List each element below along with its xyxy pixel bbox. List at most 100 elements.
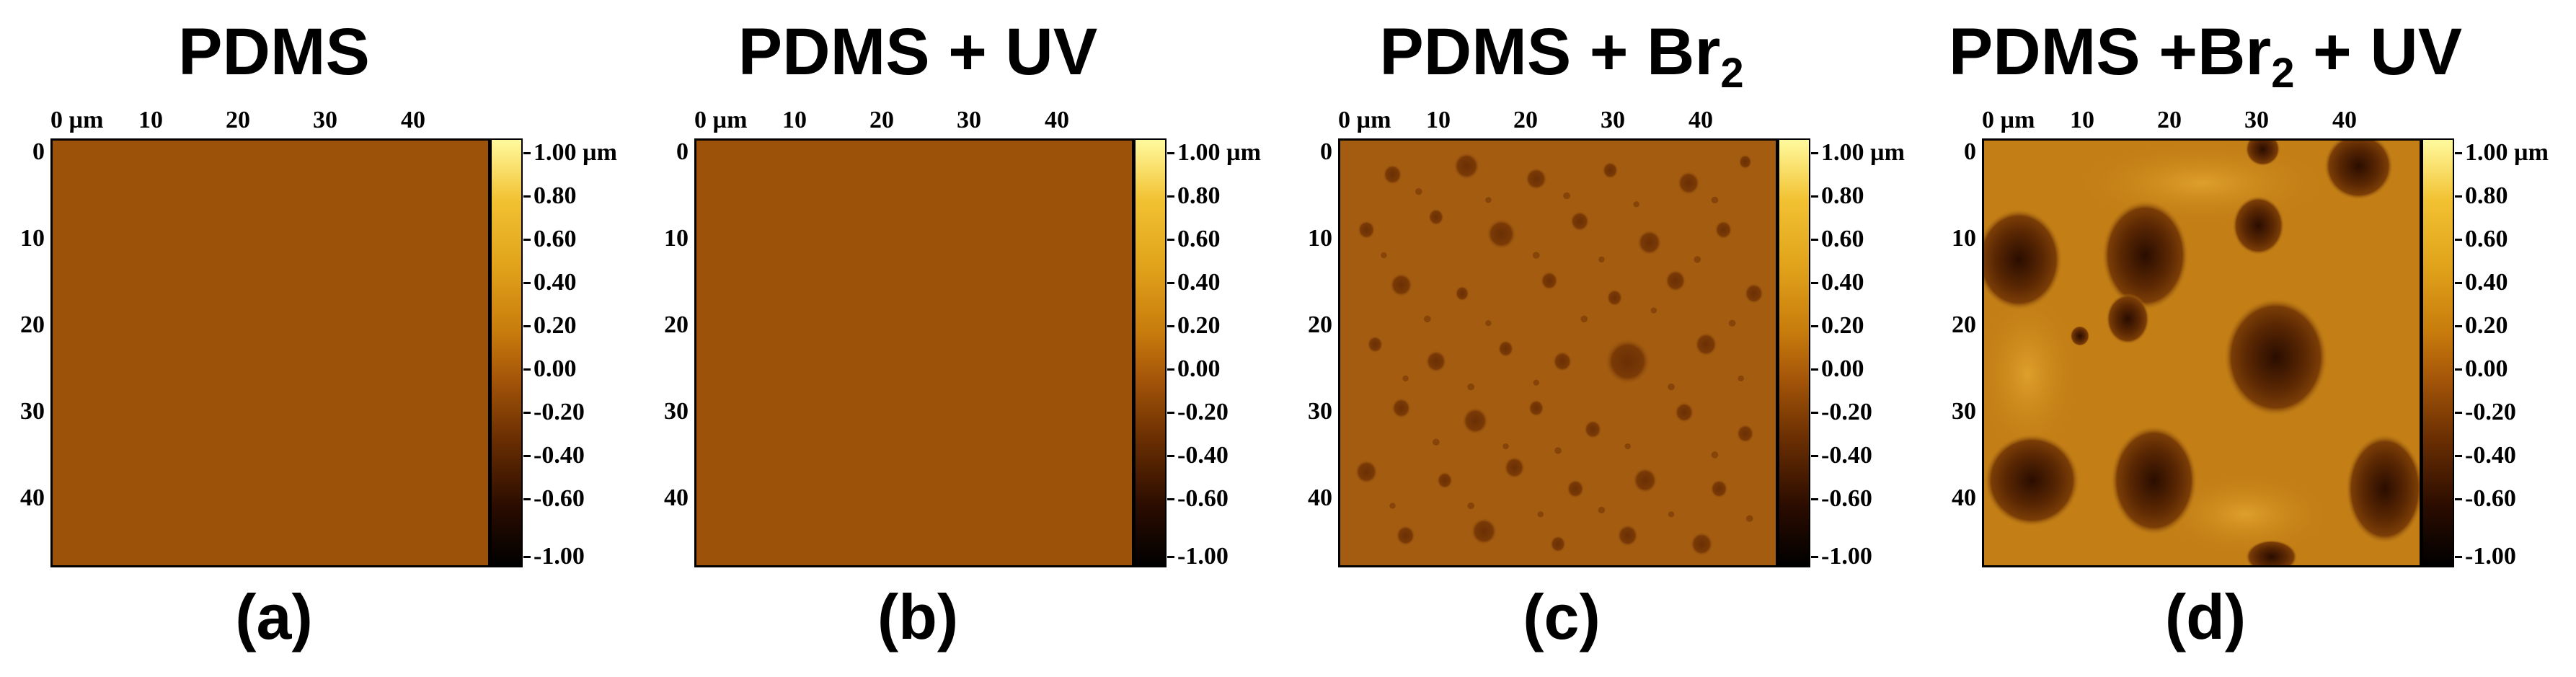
colorbar-tick: 0.40	[1811, 269, 1864, 296]
colorbar-tick: 0.80	[2455, 182, 2508, 209]
panel-title: PDMS	[178, 15, 370, 89]
colorbar-tick: 0.20	[1167, 312, 1221, 339]
panel-title: PDMS + UV	[738, 15, 1098, 89]
y-tick: 0	[1320, 138, 1332, 165]
panel-d: PDMS +Br2 + UV	[1931, 0, 2575, 677]
colorbar-tick: 0.00	[1167, 355, 1221, 382]
afm-image	[50, 138, 490, 567]
y-tick: 30	[1308, 398, 1332, 425]
panel-caption: (c)	[1523, 581, 1601, 652]
colorbar-tick: -0.60	[1811, 485, 1872, 512]
y-tick: 40	[20, 484, 45, 511]
y-tick: 10	[1952, 225, 1976, 252]
colorbar	[490, 138, 523, 567]
x-tick: 10	[2070, 107, 2094, 133]
colorbar-tick: 0.00	[523, 355, 577, 382]
y-tick: 0	[32, 138, 45, 165]
y-tick: 30	[20, 398, 45, 425]
x-tick: 10	[782, 107, 807, 133]
x-tick: 30	[313, 107, 337, 133]
afm-image	[1338, 138, 1778, 567]
colorbar-tick: -1.00	[2455, 543, 2516, 570]
colorbar-tick: -0.20	[1811, 399, 1872, 425]
y-tick: 10	[664, 225, 689, 252]
panel-caption: (b)	[877, 581, 959, 652]
x-tick: 20	[1513, 107, 1538, 133]
panel-title: PDMS + Br2	[1379, 15, 1744, 97]
colorbar-tick: -0.40	[1167, 442, 1229, 469]
colorbar-tick: 0.20	[523, 312, 577, 339]
colorbar-tick: -0.20	[2455, 399, 2516, 425]
y-tick: 20	[1308, 311, 1332, 338]
colorbar-tick: 0.00	[1811, 355, 1864, 382]
colorbar-tick: 0.40	[523, 269, 577, 296]
colorbar-tick: 0.00	[2455, 355, 2508, 382]
x-tick: 40	[401, 107, 425, 133]
surface-pits	[1355, 152, 1764, 557]
colorbar-tick: -0.60	[1167, 485, 1229, 512]
colorbar-tick: -0.60	[2455, 485, 2516, 512]
colorbar-tick: 0.20	[1811, 312, 1864, 339]
panel-caption: (a)	[235, 581, 313, 652]
colorbar-tick: 0.60	[523, 226, 577, 252]
x-tick: 10	[1426, 107, 1451, 133]
y-tick: 40	[664, 484, 689, 511]
colorbar-tick: -1.00	[1811, 543, 1872, 570]
x-tick: 30	[2244, 107, 2269, 133]
y-tick: 20	[664, 311, 689, 338]
colorbar-tick: 0.60	[2455, 226, 2508, 252]
colorbar-tick: 1.00 µm	[523, 139, 617, 166]
afm-image	[1982, 138, 2422, 567]
colorbar-tick: -0.40	[523, 442, 585, 469]
y-tick: 10	[20, 225, 45, 252]
colorbar	[1134, 138, 1167, 567]
y-tick: 40	[1308, 484, 1332, 511]
colorbar-tick: -1.00	[523, 543, 585, 570]
x-tick: 0 µm	[1338, 107, 1391, 133]
y-tick: 10	[1308, 225, 1332, 252]
colorbar-tick: -0.40	[1811, 442, 1872, 469]
panel-caption: (d)	[2164, 581, 2247, 652]
x-tick: 0 µm	[50, 107, 104, 133]
x-tick: 40	[1688, 107, 1713, 133]
colorbar-tick: 0.40	[1167, 269, 1221, 296]
colorbar-tick: 0.80	[1167, 182, 1221, 209]
colorbar	[2422, 138, 2454, 567]
x-tick: 20	[869, 107, 894, 133]
colorbar-tick: -0.40	[2455, 442, 2516, 469]
x-tick: 40	[1045, 107, 1069, 133]
colorbar-tick: -0.60	[523, 485, 585, 512]
y-tick: 20	[20, 311, 45, 338]
x-tick: 40	[2332, 107, 2357, 133]
y-tick: 20	[1952, 311, 1976, 338]
y-tick: 30	[1952, 398, 1976, 425]
x-tick: 20	[226, 107, 250, 133]
x-tick: 30	[957, 107, 981, 133]
colorbar-tick: 1.00 µm	[2455, 139, 2549, 166]
y-tick: 0	[1964, 138, 1976, 165]
panel-title: PDMS +Br2 + UV	[1948, 15, 2463, 97]
surface-pits	[1984, 141, 2420, 565]
colorbar-tick: 0.80	[1811, 182, 1864, 209]
colorbar	[1778, 138, 1810, 567]
colorbar-tick: 1.00 µm	[1167, 139, 1261, 166]
colorbar-tick: 0.20	[2455, 312, 2508, 339]
x-tick: 10	[138, 107, 163, 133]
y-tick: 30	[664, 398, 689, 425]
x-tick: 0 µm	[694, 107, 748, 133]
colorbar-tick: -1.00	[1167, 543, 1229, 570]
panel-b: PDMS + UV (b) 0 µm 10 20 30 40 0 10 20 3…	[644, 0, 1288, 677]
x-tick: 0 µm	[1982, 107, 2035, 133]
colorbar-tick: -0.20	[523, 399, 585, 425]
colorbar-tick: 0.60	[1811, 226, 1864, 252]
colorbar-tick: 0.60	[1167, 226, 1221, 252]
colorbar-tick: -0.20	[1167, 399, 1229, 425]
y-tick: 40	[1952, 484, 1976, 511]
y-tick: 0	[676, 138, 689, 165]
colorbar-tick: 1.00 µm	[1811, 139, 1905, 166]
x-tick: 20	[2157, 107, 2182, 133]
afm-image	[694, 138, 1134, 567]
colorbar-tick: 0.40	[2455, 269, 2508, 296]
colorbar-tick: 0.80	[523, 182, 577, 209]
x-tick: 30	[1601, 107, 1625, 133]
